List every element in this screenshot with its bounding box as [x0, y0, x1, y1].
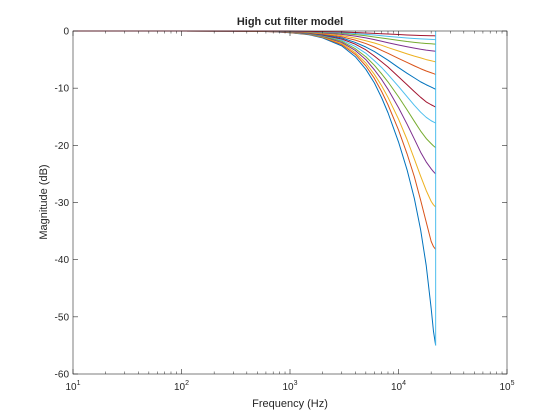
- x-tick-label: 102: [174, 380, 189, 393]
- y-tick-label: -20: [55, 141, 70, 152]
- y-tick-label: -50: [55, 312, 70, 323]
- y-tick-label: 0: [63, 27, 69, 38]
- y-tick-label: -10: [55, 84, 70, 95]
- y-axis-label: Magnitude (dB): [38, 164, 50, 239]
- x-tick-label: 101: [65, 380, 80, 393]
- y-tick-label: -30: [55, 198, 70, 209]
- y-tick-label: -60: [55, 370, 70, 381]
- x-tick-label: 104: [391, 380, 406, 393]
- x-tick-label: 103: [282, 380, 297, 393]
- x-axis-label: Frequency (Hz): [252, 398, 328, 410]
- chart-title: High cut filter model: [237, 16, 343, 28]
- y-tick-label: -40: [55, 255, 70, 266]
- x-tick-label: 105: [499, 380, 514, 393]
- plot-area: [73, 31, 507, 374]
- tick-layer: 101 102 103 104 105 0 -10 -20 -30 -40 -50 -60: [55, 27, 515, 394]
